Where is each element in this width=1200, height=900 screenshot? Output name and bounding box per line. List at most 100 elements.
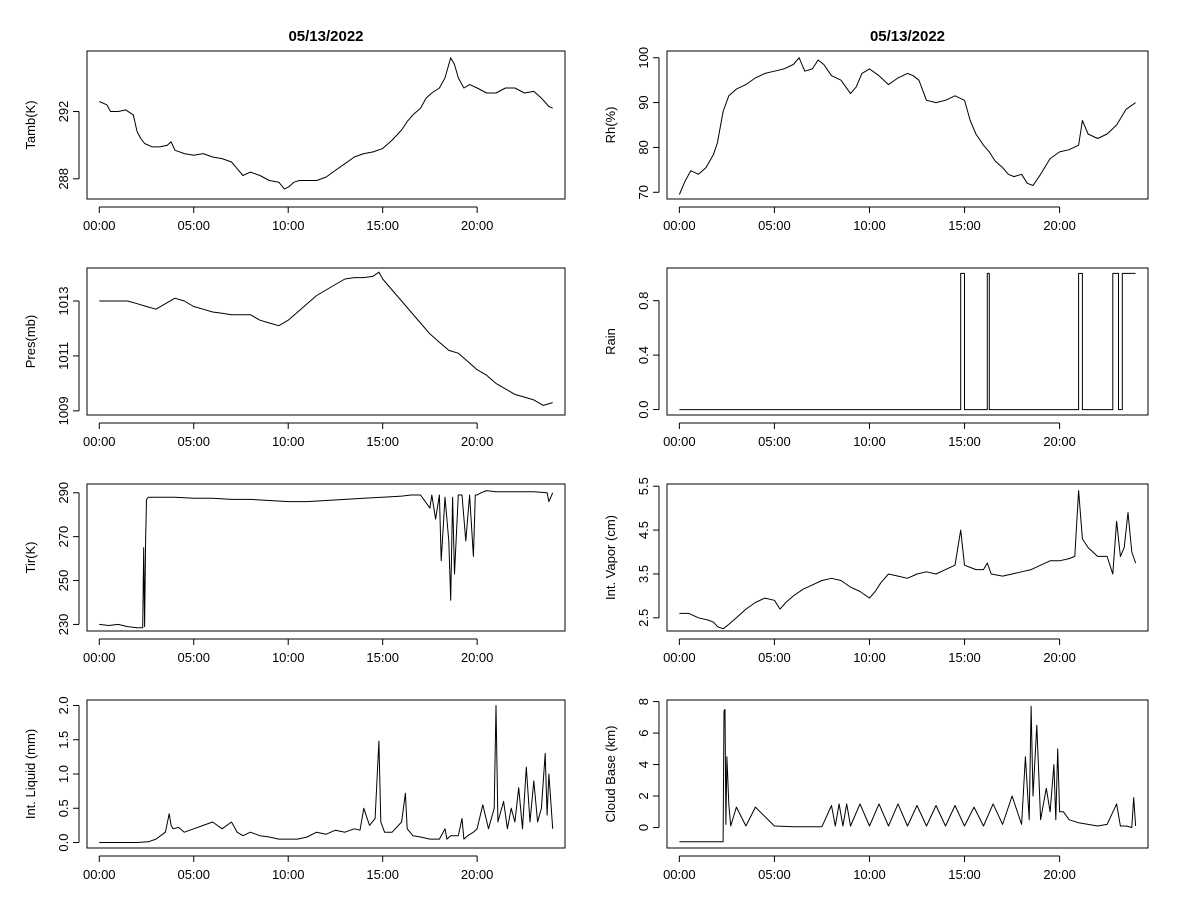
series-line-0 <box>678 57 1136 195</box>
x-tick-label: 10:00 <box>853 650 886 665</box>
x-tick-label: 15:00 <box>366 650 399 665</box>
x-tick-label: 00:00 <box>83 434 116 449</box>
y-axis-label: Rh(%) <box>603 107 618 144</box>
y-tick-label: 80 <box>636 140 651 154</box>
y-tick-label: 270 <box>56 526 71 548</box>
x-tick-label: 10:00 <box>272 867 305 882</box>
y-tick-label: 1.0 <box>56 765 71 783</box>
x-tick-label: 05:00 <box>177 434 210 449</box>
x-tick-label: 15:00 <box>948 867 981 882</box>
x-tick-label: 15:00 <box>948 650 981 665</box>
x-tick-label: 10:00 <box>853 867 886 882</box>
series-line-0 <box>99 490 554 629</box>
y-tick-label: 0.8 <box>636 292 651 310</box>
y-tick-label: 0.0 <box>56 833 71 851</box>
y-axis-label: Tir(K) <box>23 541 38 573</box>
y-tick-label: 6 <box>636 729 651 736</box>
x-tick-label: 15:00 <box>948 218 981 233</box>
y-tick-label: 100 <box>636 47 651 69</box>
x-tick-label: 00:00 <box>83 650 116 665</box>
y-axis-label: Rain <box>603 328 618 355</box>
x-tick-label: 15:00 <box>366 867 399 882</box>
y-tick-label: 5.5 <box>636 477 651 495</box>
plot-frame <box>666 483 1149 632</box>
x-tick-label: 05:00 <box>177 867 210 882</box>
y-tick-label: 0.0 <box>636 401 651 419</box>
y-tick-label: 288 <box>56 168 71 190</box>
y-axis-label: Int. Vapor (cm) <box>603 515 618 600</box>
x-tick-label: 05:00 <box>177 218 210 233</box>
x-tick-label: 20:00 <box>461 867 494 882</box>
x-tick-label: 05:00 <box>177 650 210 665</box>
x-tick-label: 05:00 <box>758 218 791 233</box>
panel-cloud-base-km: 00:00 05:00 10:00 15:00 20:00 0 2 4 6 8 Cloud Base… <box>603 698 1149 882</box>
y-tick-label: 3.5 <box>636 565 651 583</box>
plot-frame <box>86 50 566 200</box>
x-tick-label: 15:00 <box>948 434 981 449</box>
y-tick-label: 250 <box>56 570 71 592</box>
plot-frame <box>86 267 566 416</box>
y-axis-label: Tamb(K) <box>23 100 38 149</box>
x-tick-label: 00:00 <box>83 867 116 882</box>
y-axis-label: Int. Liquid (mm) <box>23 729 38 819</box>
panel-pres-mb: 00:00 05:00 10:00 15:00 20:00 1009 1011 1013 Pre… <box>23 267 566 449</box>
x-tick-label: 10:00 <box>853 434 886 449</box>
plot-frame <box>86 483 566 632</box>
x-tick-label: 05:00 <box>758 434 791 449</box>
x-tick-label: 00:00 <box>663 434 696 449</box>
y-tick-label: 290 <box>56 482 71 504</box>
y-tick-label: 292 <box>56 101 71 123</box>
y-tick-label: 0.4 <box>636 346 651 364</box>
x-tick-label: 20:00 <box>1043 867 1076 882</box>
plot-frame <box>666 267 1149 416</box>
panel-rain: 00:00 05:00 10:00 15:00 20:00 0.0 0.4 0.8 Rain <box>603 267 1149 449</box>
y-axis-label: Cloud Base (km) <box>603 726 618 823</box>
chart-title: 05/13/2022 <box>288 28 363 45</box>
series-line-0 <box>679 272 1136 411</box>
x-tick-label: 20:00 <box>1043 218 1076 233</box>
y-tick-label: 90 <box>636 95 651 109</box>
x-tick-label: 00:00 <box>83 218 116 233</box>
x-tick-label: 10:00 <box>853 218 886 233</box>
x-tick-label: 20:00 <box>461 650 494 665</box>
y-tick-label: 1011 <box>56 342 71 370</box>
x-tick-label: 00:00 <box>663 867 696 882</box>
x-tick-label: 00:00 <box>663 650 696 665</box>
series-line-0 <box>679 705 1137 843</box>
y-tick-label: 4 <box>636 761 651 768</box>
y-tick-label: 1009 <box>56 396 71 425</box>
x-tick-label: 20:00 <box>1043 434 1076 449</box>
panel-int-liquid-mm: 00:00 05:00 10:00 15:00 20:00 0.0 0.5 1.0 1.5 2.0… <box>23 696 566 882</box>
plot-frame <box>86 699 566 849</box>
y-tick-label: 70 <box>636 185 651 199</box>
x-tick-label: 10:00 <box>272 434 305 449</box>
x-tick-label: 15:00 <box>366 434 399 449</box>
y-axis-label: Pres(mb) <box>23 315 38 368</box>
chart-title: 05/13/2022 <box>870 28 945 45</box>
y-tick-label: 2.5 <box>636 609 651 627</box>
panel-tamb-k: 05/13/2022 00:00 05:00 10:00 15:00 20:00 288 29… <box>23 28 566 233</box>
x-tick-label: 05:00 <box>758 650 791 665</box>
x-tick-label: 20:00 <box>461 434 494 449</box>
panel-tir-k: 00:00 05:00 10:00 15:00 20:00 230 250 270 290 Tir… <box>23 482 566 665</box>
x-tick-label: 10:00 <box>272 218 305 233</box>
x-tick-label: 00:00 <box>663 218 696 233</box>
y-tick-label: 0.5 <box>56 799 71 817</box>
panel-rh: 05/13/2022 00:00 05:00 10:00 15:00 20:00 70 80 9… <box>603 28 1149 233</box>
y-tick-label: 0 <box>636 824 651 831</box>
x-tick-label: 05:00 <box>758 867 791 882</box>
y-tick-label: 4.5 <box>636 521 651 539</box>
series-line-0 <box>99 57 553 190</box>
x-tick-label: 10:00 <box>272 650 305 665</box>
x-tick-label: 20:00 <box>461 218 494 233</box>
y-tick-label: 1.5 <box>56 731 71 749</box>
series-line-0 <box>99 705 554 843</box>
plot-frame <box>666 50 1149 200</box>
y-tick-label: 2.0 <box>56 696 71 714</box>
series-line-0 <box>679 490 1137 630</box>
series-line-0 <box>99 271 553 406</box>
y-tick-label: 2 <box>636 792 651 799</box>
panel-int-vapor-cm: 00:00 05:00 10:00 15:00 20:00 2.5 3.5 4.5 5.5 Int… <box>603 477 1149 665</box>
x-tick-label: 20:00 <box>1043 650 1076 665</box>
